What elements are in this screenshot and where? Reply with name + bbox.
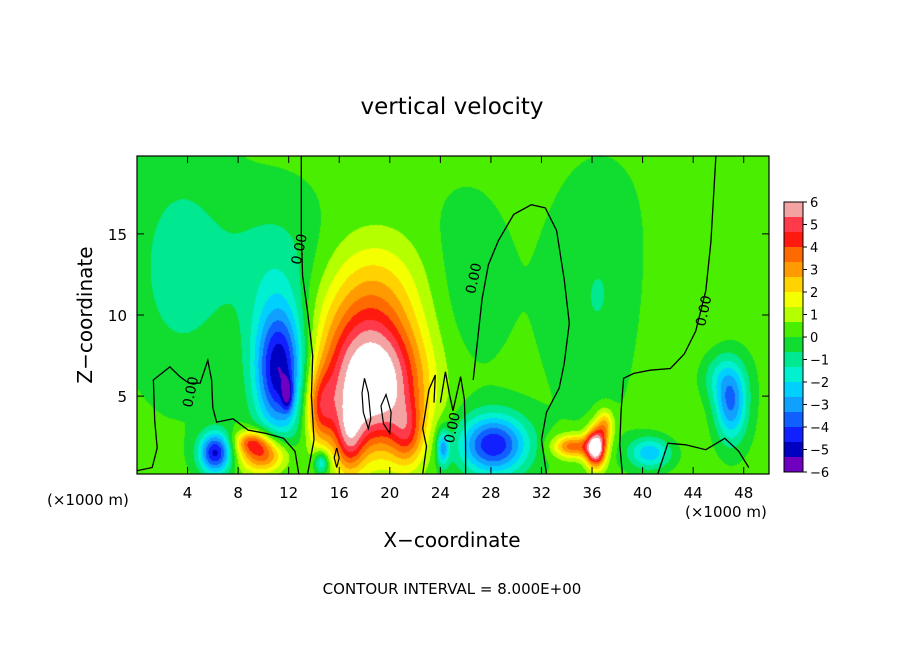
x-tick-label: 16 <box>330 484 349 502</box>
y-tick-label: 5 <box>117 388 127 406</box>
colorbar-tick-label: 1 <box>810 309 818 324</box>
colorbar-tick-label: 3 <box>810 264 818 279</box>
x-tick-label: 48 <box>734 484 753 502</box>
colorbar-tick-label: −2 <box>810 376 829 391</box>
contour-label: 0.00 <box>463 262 485 296</box>
colorbar-swatch <box>784 427 803 443</box>
colorbar-swatch <box>784 322 803 338</box>
zero-contour-lines <box>136 155 750 475</box>
colorbar-swatch <box>784 412 803 428</box>
zero-contour-line <box>300 156 315 475</box>
x-tick-label: 32 <box>532 484 551 502</box>
colorbar-swatch <box>784 247 803 263</box>
closed-contour-line <box>361 378 372 431</box>
zero-contour-line <box>422 374 436 475</box>
x-unit-left: (×1000 m) <box>47 491 129 509</box>
x-tick-label: 8 <box>233 484 243 502</box>
field-canvas-holder <box>137 156 769 474</box>
zero-contour-line <box>136 357 300 475</box>
y-tick-label: 10 <box>108 307 127 325</box>
colorbar: 6 5 4 3 2 1 0 −1 −2 −3 −4 −5 −6 <box>783 196 829 481</box>
colorbar-tick-label: 2 <box>810 286 818 301</box>
colorbar-swatch <box>784 382 803 398</box>
contour-label: 0.00 <box>442 411 464 445</box>
plot-area: 0.000.000.000.000.00 4 8 12 16 20 24 28 32 36 40 4… <box>108 155 770 502</box>
zero-contour-line <box>439 371 467 474</box>
colorbar-swatch <box>784 202 803 218</box>
x-tick-label: 44 <box>684 484 703 502</box>
contour-label: 0.00 <box>693 294 715 328</box>
chart-title: vertical velocity <box>361 94 544 120</box>
x-tick-label: 20 <box>380 484 399 502</box>
contour-labels: 0.00 0.00 0.00 0.00 0.00 <box>180 232 715 444</box>
colorbar-tick-label: −1 <box>810 354 829 369</box>
colorbar-tick-label: −5 <box>810 444 829 459</box>
x-tick-label: 24 <box>431 484 450 502</box>
x-tick-label: 36 <box>582 484 601 502</box>
x-axis-label: X−coordinate <box>383 528 520 552</box>
colorbar-swatch <box>784 307 803 323</box>
y-axis-label: Z−coordinate <box>73 246 97 383</box>
colorbar-swatch <box>784 397 803 413</box>
colorbar-tick-label: 0 <box>810 331 818 346</box>
colorbar-swatch <box>784 337 803 353</box>
x-axis-ticks: 4 8 12 16 20 24 28 32 36 40 44 48 <box>183 156 753 502</box>
colorbar-swatch <box>784 292 803 308</box>
y-tick-label: 15 <box>108 226 127 244</box>
colorbar-tick-label: −3 <box>810 399 829 414</box>
colorbar-swatch <box>784 367 803 383</box>
colorbar-tick-label: 6 <box>810 196 818 211</box>
contour-label: 0.00 <box>180 375 202 409</box>
colorbar-swatch <box>784 457 803 473</box>
x-unit-right: (×1000 m) <box>685 503 767 521</box>
colorbar-tick-label: 4 <box>810 241 818 256</box>
colorbar-swatch <box>784 442 803 458</box>
colorbar-swatch <box>784 352 803 368</box>
zero-contour-line <box>619 155 717 475</box>
zero-contour-line <box>657 437 750 475</box>
colorbar-swatch <box>784 277 803 293</box>
contour-interval-note: CONTOUR INTERVAL = 8.000E+00 <box>323 580 582 598</box>
colorbar-tick-label: −4 <box>810 421 829 436</box>
colorbar-tick-label: 5 <box>810 219 818 234</box>
colorbar-swatch <box>784 262 803 278</box>
x-tick-label: 12 <box>279 484 298 502</box>
colorbar-tick-label: −6 <box>810 466 829 481</box>
closed-contour-line <box>380 392 392 436</box>
y-axis-ticks: 5 10 15 <box>108 226 769 406</box>
x-tick-label: 4 <box>183 484 193 502</box>
x-tick-label: 40 <box>633 484 652 502</box>
closed-contour-line <box>333 447 340 468</box>
zero-contour-line <box>472 204 570 475</box>
colorbar-swatch <box>784 217 803 233</box>
x-tick-label: 28 <box>481 484 500 502</box>
colorbar-swatch <box>784 232 803 248</box>
contour-label: 0.00 <box>289 232 311 266</box>
